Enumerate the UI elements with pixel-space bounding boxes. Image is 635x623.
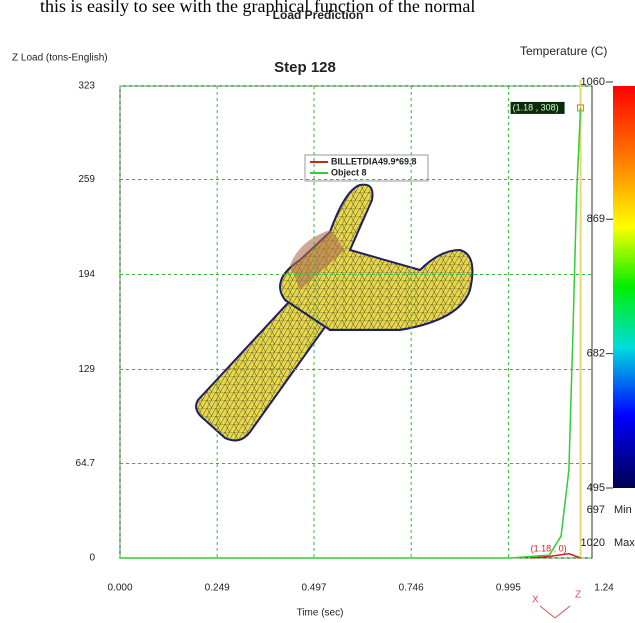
caption: this is easily to see with the graphical… [40,0,475,16]
colorbar-tick-label: 682 [587,348,605,360]
max-value: 1020 [581,537,605,549]
y-axis-label: Z Load (tons-English) [12,53,108,64]
annotation: (1.18 , 308) [513,102,559,112]
x-tick-label: 0.995 [496,583,521,594]
min-label: Min [614,504,632,516]
x-tick-label: 0.497 [301,583,326,594]
y-tick-label: 64.7 [76,458,96,469]
y-tick-label: 0 [89,553,95,564]
step-label: Step 128 [274,59,336,76]
chart-title: Load Prediction [273,8,364,22]
min-value: 697 [587,504,605,516]
triad-axis [540,606,555,618]
legend-label: Object 8 [331,167,367,177]
triad-axis [555,606,570,618]
y-tick-label: 194 [78,269,95,280]
colorbar-tick-label: 869 [587,213,605,225]
x-tick-label: 0.249 [205,583,230,594]
x-tick-label: 0.000 [107,583,132,594]
annotation: (1.18 , 0) [531,543,567,553]
x-tick-label: 1.24 [594,583,614,594]
max-label: Max [614,537,635,549]
forging-mesh [196,185,472,441]
legend-label: BILLETDIA49.9*69.8 [331,156,417,166]
colorbar-title: Temperature (C) [520,44,607,58]
x-axis-label: Time (sec) [297,608,344,619]
colorbar-tick-label: 1060 [581,76,605,88]
y-tick-label: 323 [78,81,95,92]
triad-label: X [532,595,539,606]
colorbar-tick-label: 495 [587,482,605,494]
screen: this is easily to see with the graphical… [0,0,635,623]
y-tick-label: 129 [78,364,95,375]
chart: this is easily to see with the graphical… [0,0,635,623]
colorbar [613,86,635,488]
x-tick-label: 0.746 [399,583,424,594]
triad-label: Z [575,590,581,601]
y-tick-label: 259 [78,174,95,185]
